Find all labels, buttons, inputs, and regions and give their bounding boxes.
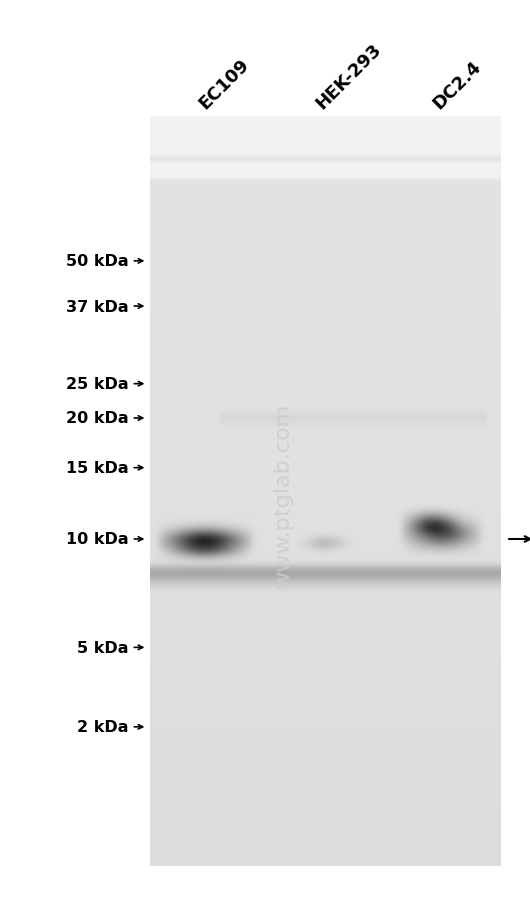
Text: 25 kDa: 25 kDa xyxy=(66,377,129,391)
Text: 5 kDa: 5 kDa xyxy=(77,640,129,655)
Text: 50 kDa: 50 kDa xyxy=(66,254,129,269)
Text: 20 kDa: 20 kDa xyxy=(66,411,129,426)
Text: HEK-293: HEK-293 xyxy=(313,41,385,113)
Text: EC109: EC109 xyxy=(196,56,253,113)
Text: DC2.4: DC2.4 xyxy=(430,58,485,113)
Text: 10 kDa: 10 kDa xyxy=(66,532,129,547)
Text: 37 kDa: 37 kDa xyxy=(66,299,129,314)
Text: 2 kDa: 2 kDa xyxy=(77,720,129,734)
Text: www.ptglab.com: www.ptglab.com xyxy=(273,403,293,589)
Text: 15 kDa: 15 kDa xyxy=(66,461,129,475)
